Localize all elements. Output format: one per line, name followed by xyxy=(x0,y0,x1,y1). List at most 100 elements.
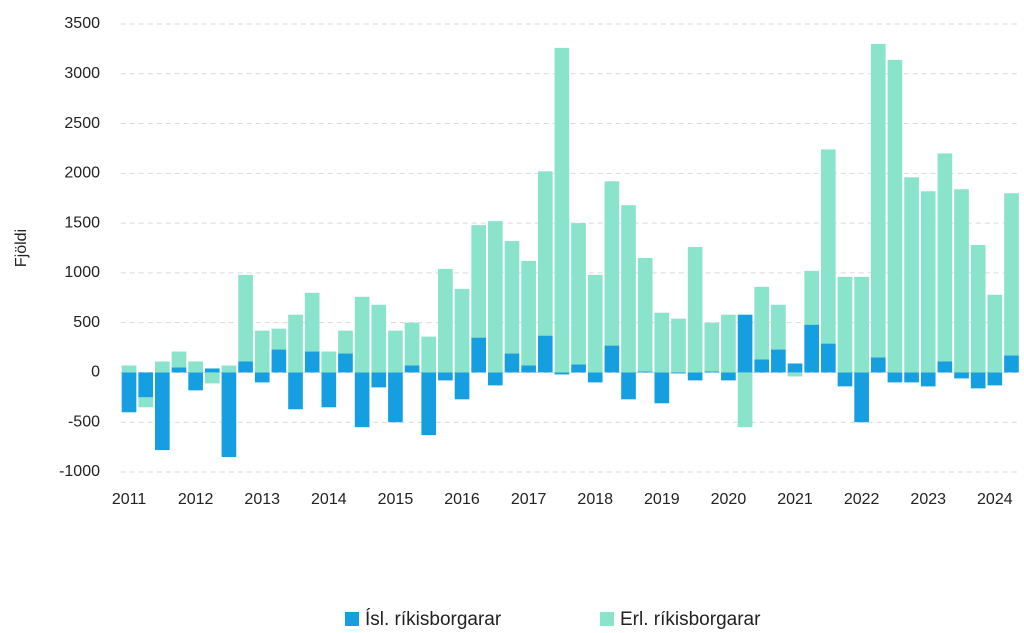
bar xyxy=(537,335,553,373)
bar xyxy=(787,372,803,377)
bar xyxy=(221,365,237,373)
x-tick-label: 2024 xyxy=(977,491,1013,508)
bar xyxy=(854,372,869,423)
bar xyxy=(904,372,919,383)
bar xyxy=(987,294,1003,373)
bar xyxy=(804,270,820,325)
bar xyxy=(304,292,320,352)
y-tick-label: 2500 xyxy=(64,115,100,132)
bar xyxy=(138,397,154,408)
bar xyxy=(837,372,853,387)
bar xyxy=(487,372,503,386)
bar xyxy=(837,276,853,373)
bar xyxy=(154,361,170,373)
bar xyxy=(820,149,836,344)
y-tick-label: 2000 xyxy=(64,165,100,182)
bar xyxy=(671,318,686,373)
bar xyxy=(954,372,969,379)
bar xyxy=(487,221,503,373)
bar xyxy=(870,43,886,358)
bar xyxy=(338,330,353,354)
legend-swatch xyxy=(345,612,359,626)
bar xyxy=(920,191,936,373)
bar xyxy=(587,372,603,383)
bar xyxy=(937,361,953,373)
bar xyxy=(654,312,670,373)
x-tick-label: 2016 xyxy=(444,491,480,508)
bar xyxy=(454,372,470,400)
bar xyxy=(887,59,903,373)
x-tick-label: 2013 xyxy=(244,491,280,508)
bar xyxy=(804,324,820,373)
bar xyxy=(604,181,620,346)
bar xyxy=(321,372,337,408)
bar xyxy=(121,372,137,413)
bar xyxy=(754,286,770,360)
bar xyxy=(338,353,353,373)
bar xyxy=(870,357,886,373)
bar xyxy=(121,365,137,373)
bar xyxy=(704,371,720,373)
x-tick-label: 2023 xyxy=(910,491,946,508)
bar xyxy=(221,372,237,458)
y-tick-label: 0 xyxy=(91,364,100,381)
y-tick-label: -1000 xyxy=(59,463,100,480)
bar xyxy=(571,223,586,365)
bar xyxy=(238,274,253,362)
bar xyxy=(1004,355,1019,373)
bar xyxy=(571,364,586,373)
y-tick-label: -500 xyxy=(68,413,100,430)
bar xyxy=(637,257,653,372)
x-tick-label: 2015 xyxy=(378,491,414,508)
bar xyxy=(954,189,969,373)
bar xyxy=(154,372,170,451)
y-axis-label: Fjöldi xyxy=(13,229,30,267)
bar xyxy=(388,372,403,423)
y-tick-label: 500 xyxy=(73,314,100,331)
bar xyxy=(754,359,770,373)
bar xyxy=(737,314,753,373)
bar xyxy=(471,337,487,373)
bar xyxy=(887,372,903,383)
bar xyxy=(504,241,520,354)
bar xyxy=(421,372,437,436)
bar xyxy=(371,372,387,388)
bar xyxy=(671,372,686,374)
y-tick-label: 3500 xyxy=(64,15,100,32)
bar xyxy=(521,260,536,366)
legend-label: Erl. ríkisborgarar xyxy=(620,609,761,630)
bar xyxy=(771,349,786,373)
x-tick-label: 2019 xyxy=(644,491,680,508)
bar xyxy=(454,288,470,373)
bar xyxy=(737,372,753,428)
bar xyxy=(970,245,986,373)
bar xyxy=(288,372,303,410)
bar xyxy=(771,304,786,350)
bar xyxy=(254,330,270,373)
bar xyxy=(654,372,670,404)
bar xyxy=(438,372,453,381)
x-tick-label: 2021 xyxy=(777,491,813,508)
bar xyxy=(621,205,636,373)
bar xyxy=(288,314,303,373)
bar xyxy=(171,367,187,373)
bar xyxy=(721,314,736,373)
y-tick-label: 1000 xyxy=(64,264,100,281)
bar xyxy=(554,372,570,375)
bar xyxy=(537,171,553,336)
bar xyxy=(604,345,620,373)
bar xyxy=(1004,193,1019,356)
x-tick-label: 2012 xyxy=(178,491,214,508)
x-tick-label: 2020 xyxy=(711,491,747,508)
bar xyxy=(271,328,287,350)
bar xyxy=(438,268,453,373)
bar xyxy=(687,247,703,373)
bar xyxy=(304,351,320,373)
x-tick-label: 2014 xyxy=(311,491,347,508)
bar xyxy=(204,368,220,373)
bar xyxy=(354,372,370,428)
bar xyxy=(637,371,653,373)
legend-label: Ísl. ríkisborgarar xyxy=(365,609,502,630)
bar xyxy=(854,276,869,373)
